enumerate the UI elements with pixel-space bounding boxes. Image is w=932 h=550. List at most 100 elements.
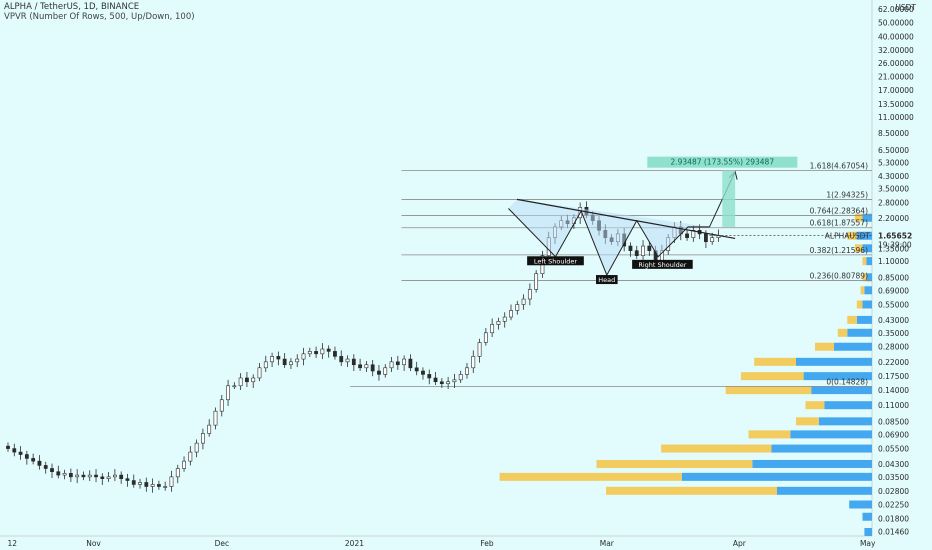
candle bbox=[710, 237, 715, 243]
y-tick-label: 1.10000 bbox=[878, 257, 909, 266]
volume-profile-up-bar bbox=[849, 500, 872, 509]
pattern-label: Head bbox=[598, 276, 615, 284]
candle bbox=[339, 356, 344, 363]
candle bbox=[433, 377, 438, 383]
indicator-label: VPVR (Number Of Rows, 500, Up/Down, 100) bbox=[4, 12, 195, 22]
candle bbox=[106, 476, 111, 479]
candle bbox=[24, 454, 29, 459]
y-tick-label: 0.22000 bbox=[878, 358, 909, 367]
candle bbox=[226, 385, 230, 401]
fib-level-label: 0(0.14828) bbox=[826, 378, 868, 387]
y-tick-label: 0.28000 bbox=[878, 343, 909, 352]
x-tick-label: Nov bbox=[86, 539, 101, 548]
candle bbox=[641, 245, 645, 256]
y-tick-label: 0.02250 bbox=[878, 500, 909, 509]
y-tick-label: 32.00000 bbox=[878, 46, 914, 55]
y-tick-label: 21.00000 bbox=[878, 73, 914, 82]
candle bbox=[100, 476, 105, 479]
fib-level-label: 0.382(1.21596) bbox=[810, 246, 868, 255]
candle bbox=[270, 356, 274, 363]
candle bbox=[446, 381, 451, 385]
pattern-label-bg bbox=[632, 259, 693, 269]
candle bbox=[263, 361, 268, 369]
y-tick-label: 0.01800 bbox=[878, 514, 909, 523]
y-tick-label: 0.06900 bbox=[878, 430, 909, 439]
y-tick-label: 0.02800 bbox=[878, 487, 909, 496]
volume-profile-up-bar bbox=[824, 401, 872, 410]
volume-profile-down-bar bbox=[860, 286, 865, 295]
volume-profile-up-bar bbox=[862, 213, 872, 222]
volume-profile-down-bar bbox=[854, 244, 863, 253]
volume-profile-up-bar bbox=[864, 286, 872, 295]
candle bbox=[75, 474, 80, 478]
candle bbox=[219, 399, 224, 412]
volume-profile-down-bar bbox=[815, 342, 834, 351]
x-tick-label: May bbox=[860, 539, 876, 548]
candle bbox=[534, 273, 539, 290]
candle bbox=[395, 361, 400, 366]
candle bbox=[685, 233, 689, 238]
candle bbox=[383, 367, 388, 375]
candle bbox=[138, 482, 142, 485]
volume-profile-down-bar bbox=[499, 472, 682, 481]
candle bbox=[314, 351, 318, 355]
volume-profile-up-bar bbox=[856, 315, 872, 324]
volume-profile-up-bar bbox=[866, 273, 872, 282]
candle bbox=[427, 374, 432, 379]
candle bbox=[56, 471, 61, 476]
volume-profile-down-bar bbox=[805, 401, 825, 410]
y-tick-label: 0.55000 bbox=[878, 300, 909, 309]
candle bbox=[509, 310, 513, 318]
candle bbox=[68, 473, 73, 478]
candle bbox=[251, 377, 256, 383]
volume-profile-down-bar bbox=[754, 357, 796, 366]
candle bbox=[245, 377, 249, 383]
y-axis-unit: USDT bbox=[895, 3, 916, 12]
candle bbox=[6, 445, 10, 449]
volume-profile-down-bar bbox=[606, 486, 777, 495]
volume-profile-down-bar bbox=[854, 213, 863, 222]
y-tick-label: 0.17500 bbox=[878, 372, 909, 381]
volume-profile-up-bar bbox=[790, 430, 872, 439]
x-tick-label: Mar bbox=[600, 539, 615, 548]
fib-level-label: 0.236(0.80789) bbox=[810, 271, 868, 280]
y-tick-label: 0.01460 bbox=[878, 528, 909, 537]
candle bbox=[320, 348, 325, 355]
volume-profile-down-bar bbox=[847, 231, 857, 240]
pattern-label-bg bbox=[596, 275, 618, 285]
volume-profile-down-bar bbox=[862, 257, 867, 266]
x-tick-label: 12 bbox=[8, 539, 18, 548]
x-tick-label: Feb bbox=[480, 539, 494, 548]
volume-profile-down-bar bbox=[796, 417, 819, 426]
volume-profile-up-bar bbox=[847, 328, 872, 337]
y-tick-label: 0.69000 bbox=[878, 286, 909, 295]
fib-level-label: 1(2.94325) bbox=[826, 191, 868, 200]
volume-profile-up-bar bbox=[777, 486, 872, 495]
candle bbox=[483, 332, 488, 343]
candle bbox=[345, 358, 350, 363]
target-label: 2.93487 (173.55%) 293487 bbox=[670, 158, 774, 167]
y-tick-label: 2.20000 bbox=[878, 214, 909, 223]
candle bbox=[471, 356, 476, 369]
candle bbox=[691, 230, 696, 238]
candle bbox=[465, 367, 469, 375]
candle bbox=[276, 356, 281, 360]
last-price-value: 1.65652 bbox=[878, 232, 912, 241]
volume-profile-up-bar bbox=[864, 527, 872, 536]
candle bbox=[515, 304, 520, 311]
y-tick-label: 17.00000 bbox=[878, 86, 914, 95]
y-tick-label: 0.11000 bbox=[878, 401, 909, 410]
y-tick-label: 0.03500 bbox=[878, 473, 909, 482]
candle bbox=[188, 451, 193, 462]
candle bbox=[408, 358, 413, 369]
y-tick-label: 13.50000 bbox=[878, 100, 914, 109]
last-price-countdown: 19:39:00 bbox=[878, 241, 912, 250]
x-tick-label: 2021 bbox=[345, 539, 364, 548]
pattern-label: Left Shoulder bbox=[534, 257, 578, 265]
chart-title: ALPHA / TetherUS, 1D, BINANCE bbox=[4, 2, 140, 12]
candle bbox=[18, 451, 23, 455]
candle bbox=[326, 348, 331, 352]
candle bbox=[87, 474, 92, 478]
